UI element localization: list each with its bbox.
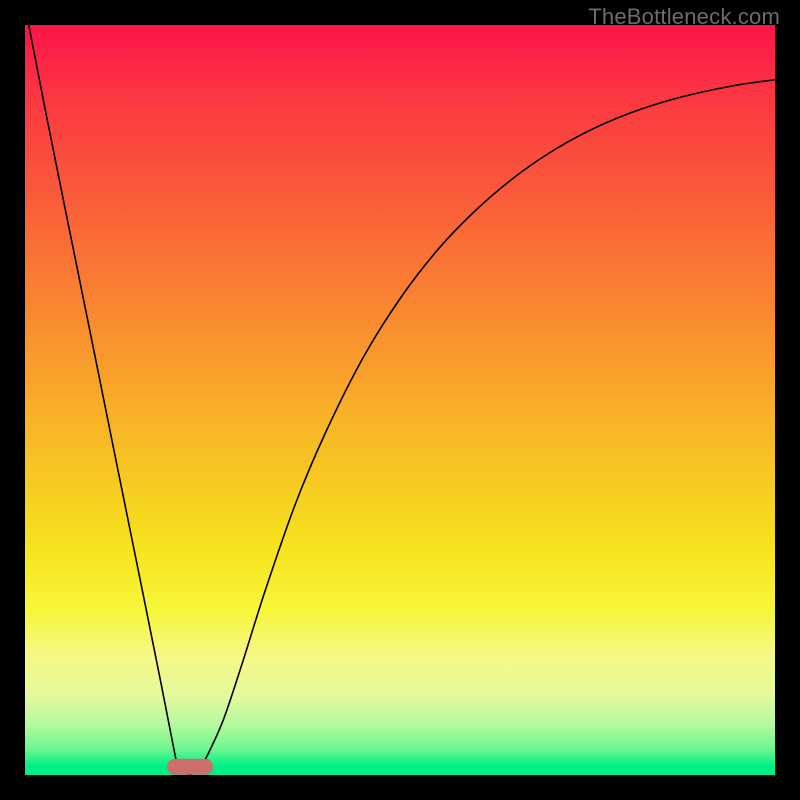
watermark-text: TheBottleneck.com bbox=[588, 4, 780, 30]
plot-frame bbox=[25, 25, 775, 775]
plot-background bbox=[25, 25, 775, 775]
chart-container: TheBottleneck.com bbox=[0, 0, 800, 800]
min-marker bbox=[167, 759, 213, 775]
plot-svg bbox=[25, 25, 775, 775]
